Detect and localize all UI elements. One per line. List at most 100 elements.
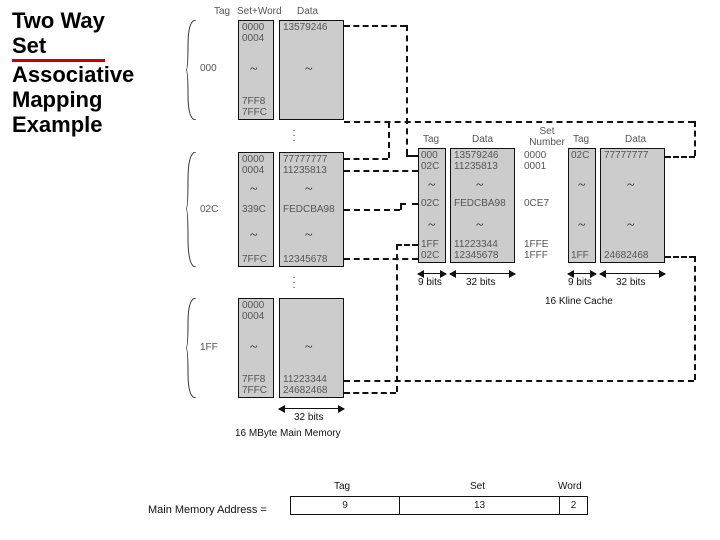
dots: ... <box>290 273 298 288</box>
hdr-ctag2: Tag <box>573 134 589 145</box>
cdata: 24682468 <box>604 250 649 261</box>
mm-bits: 32 bits <box>294 412 323 423</box>
cache-data-r <box>600 148 665 263</box>
conn <box>344 158 388 160</box>
ctag: 1FF <box>421 239 439 250</box>
setnum: 0000 <box>524 150 546 161</box>
tilde: ~ <box>428 178 436 194</box>
conn <box>665 256 695 258</box>
conn <box>344 121 694 123</box>
tilde: ~ <box>250 62 258 78</box>
addr: 0000 <box>242 300 264 311</box>
hdr-cdata: Data <box>472 134 493 145</box>
setnum: 0001 <box>524 161 546 172</box>
addr-cell-word: 2 <box>560 496 588 514</box>
conn <box>344 392 396 394</box>
ctag: 02C <box>571 150 589 161</box>
hdr-ctag: Tag <box>423 134 439 145</box>
addr: 0004 <box>242 311 264 322</box>
brace-2 <box>186 152 198 267</box>
data: 11223344 <box>283 374 327 385</box>
conn <box>400 203 418 205</box>
cdata: 12345678 <box>454 250 499 261</box>
cache-tag-r <box>568 148 596 263</box>
slide-title: Two WaySet Associative Mapping Example <box>12 8 134 137</box>
addr: 0000 <box>242 154 264 165</box>
addr: 7FF8 <box>242 96 265 107</box>
hdr-setnum: Set Number <box>527 126 567 148</box>
setnum: 1FFF <box>524 250 548 261</box>
conn <box>665 156 695 158</box>
addr: 7FFC <box>242 254 267 265</box>
ctag: 02C <box>421 198 439 209</box>
cache-bits-data2: 32 bits <box>616 277 645 288</box>
addr-hdr-word: Word <box>558 481 582 492</box>
hdr-cdata2: Data <box>625 134 646 145</box>
data: 24682468 <box>283 385 328 396</box>
brace-3 <box>186 298 198 398</box>
data: FEDCBA98 <box>283 204 335 215</box>
conn <box>344 209 400 211</box>
ctag: 1FF <box>571 250 589 261</box>
addr-cell-set: 13 <box>400 496 560 514</box>
tilde: ~ <box>476 178 484 194</box>
addr: 339C <box>242 204 266 215</box>
cache-bits-data: 32 bits <box>466 277 495 288</box>
conn <box>396 244 398 392</box>
setnum: 0CE7 <box>524 198 549 209</box>
hdr-setword: Set+Word <box>237 6 282 17</box>
ctag: 02C <box>421 250 439 261</box>
conn <box>694 256 696 380</box>
cdata: 11235813 <box>454 161 498 172</box>
tilde: ~ <box>476 218 484 234</box>
addr: 7FFC <box>242 107 267 118</box>
tilde: ~ <box>250 228 258 244</box>
cache-bits-l: 9 bits <box>418 277 442 288</box>
conn <box>388 122 390 158</box>
tilde: ~ <box>578 178 586 194</box>
conn <box>694 121 696 156</box>
dots: ... <box>290 126 298 141</box>
addr-hdr-tag: Tag <box>334 481 350 492</box>
data: 12345678 <box>283 254 328 265</box>
data: 11235813 <box>283 165 327 176</box>
conn <box>406 155 418 157</box>
addr-label: Main Memory Address = <box>148 504 267 516</box>
conn <box>406 25 408 155</box>
tilde: ~ <box>305 228 313 244</box>
setnum: 1FFE <box>524 239 548 250</box>
tilde: ~ <box>305 182 313 198</box>
mm-bits-arrow <box>279 408 344 409</box>
addr-hdr-set: Set <box>470 481 485 492</box>
cache-bits-r-arrow <box>568 273 596 274</box>
cache-bits-r: 9 bits <box>568 277 592 288</box>
cdata: FEDCBA98 <box>454 198 506 209</box>
cache-bits-data-arrow <box>450 273 515 274</box>
hdr-tag: Tag <box>214 6 230 17</box>
addr-bottom-border <box>290 514 588 515</box>
tilde: ~ <box>627 218 635 234</box>
mm-caption: 16 MByte Main Memory <box>235 428 341 439</box>
addr: 7FFC <box>242 385 267 396</box>
conn <box>344 170 418 172</box>
cache-bits-data2-arrow <box>600 273 665 274</box>
ctag: 02C <box>421 161 439 172</box>
addr-cell-tag: 9 <box>290 496 400 514</box>
cdata: 77777777 <box>604 150 649 161</box>
brace-label: 02C <box>200 204 218 215</box>
addr: 0000 <box>242 22 264 33</box>
brace-label: 000 <box>200 63 217 74</box>
ctag: 000 <box>421 150 438 161</box>
addr: 0004 <box>242 33 264 44</box>
tilde: ~ <box>578 218 586 234</box>
addr: 0004 <box>242 165 264 176</box>
conn <box>344 258 418 260</box>
cdata: 13579246 <box>454 150 499 161</box>
conn <box>396 244 418 246</box>
conn <box>344 25 406 27</box>
hdr-data: Data <box>297 6 318 17</box>
tilde: ~ <box>250 182 258 198</box>
cdata: 11223344 <box>454 239 498 250</box>
tilde: ~ <box>428 218 436 234</box>
brace-label: 1FF <box>200 342 218 353</box>
